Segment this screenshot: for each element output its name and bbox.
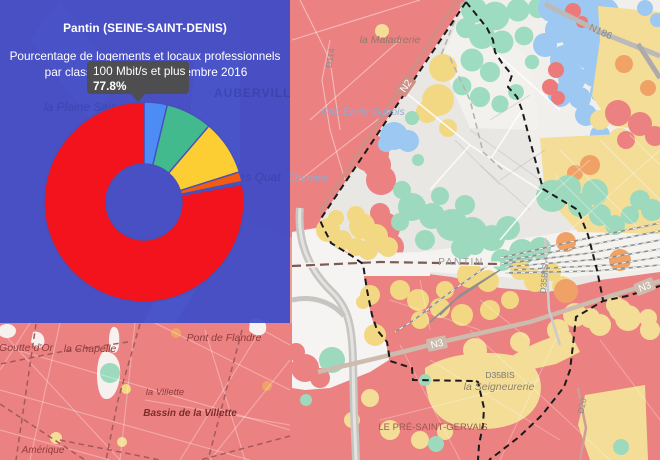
svg-text:N3: N3	[430, 338, 445, 352]
svg-text:Bassin de la Villette: Bassin de la Villette	[143, 408, 237, 419]
svg-text:Amérique: Amérique	[21, 445, 65, 456]
svg-text:la Seigneurerie: la Seigneurerie	[464, 381, 535, 393]
svg-text:PANTIN: PANTIN	[438, 257, 484, 268]
svg-text:la Maladrerie: la Maladrerie	[360, 34, 421, 46]
svg-text:la Villette: la Villette	[146, 387, 184, 398]
svg-text:D114: D114	[323, 47, 336, 68]
svg-text:la Chapelle: la Chapelle	[64, 343, 117, 355]
svg-text:D35BIS: D35BIS	[485, 370, 515, 380]
svg-text:Pont de Flandre: Pont de Flandre	[187, 332, 262, 344]
svg-text:D35BIS: D35BIS	[538, 264, 551, 294]
svg-text:Cité Émile Dubois: Cité Émile Dubois	[321, 105, 405, 118]
svg-text:Chemins: Chemins	[287, 172, 329, 184]
svg-text:Goutte d'Or: Goutte d'Or	[0, 342, 53, 354]
svg-text:LE PRÉ-SAINT-GERVAIS: LE PRÉ-SAINT-GERVAIS	[378, 421, 488, 432]
svg-text:N3: N3	[637, 280, 653, 295]
svg-text:D20: D20	[576, 397, 589, 415]
